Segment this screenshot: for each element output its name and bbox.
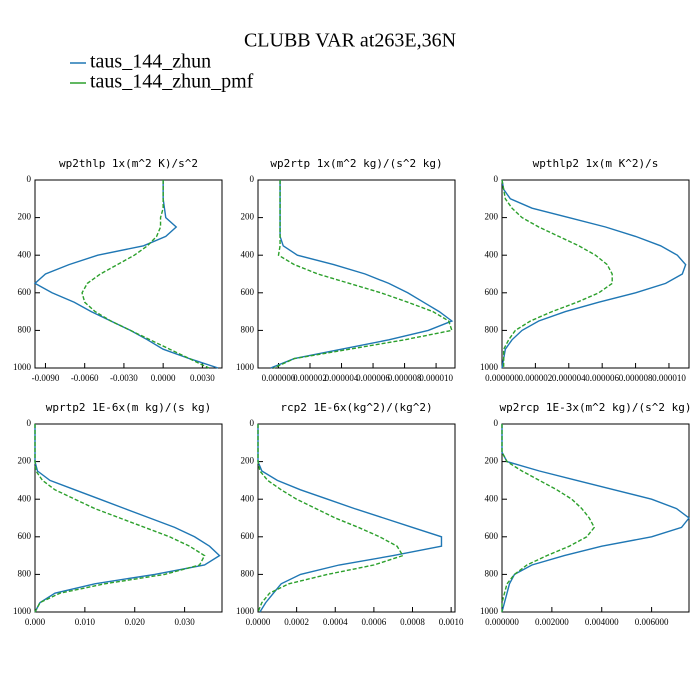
x-tick-label: 0.000004: [325, 373, 359, 383]
x-tick-label: -0.0030: [110, 373, 138, 383]
y-tick-label: 600: [485, 531, 499, 541]
profile-line: [273, 180, 453, 369]
figure-title: CLUBB VAR at263E,36N: [244, 30, 456, 52]
x-tick-label: 0.004000: [585, 617, 619, 627]
profile-line: [501, 179, 687, 369]
y-tick-label: 200: [18, 456, 32, 466]
y-tick-label: 600: [241, 531, 255, 541]
x-tick-label: 0.030: [174, 617, 195, 627]
x-tick-label: 0.0000: [151, 373, 176, 383]
profile-line: [501, 424, 596, 612]
y-tick-label: 0: [250, 174, 255, 184]
panel-title: wp2thlp 1x(m^2 K)/s^2: [59, 157, 198, 170]
panel-title: wp2rcp 1E-3x(m^2 kg)/(s^2 kg): [499, 401, 691, 414]
profile-line: [257, 424, 443, 613]
y-tick-label: 0: [494, 174, 499, 184]
y-tick-label: 600: [241, 287, 255, 297]
y-tick-label: 400: [241, 249, 255, 259]
y-tick-label: 600: [18, 531, 32, 541]
x-tick-label: 0.000006: [585, 373, 619, 383]
y-tick-label: 200: [485, 212, 499, 222]
plot-frame: [257, 179, 456, 369]
panel-title: wp2rtp 1x(m^2 kg)/(s^2 kg): [270, 157, 442, 170]
x-tick-label: 0.000: [25, 617, 46, 627]
y-tick-label: 400: [485, 249, 499, 259]
x-tick-label: -0.0090: [32, 373, 60, 383]
y-tick-label: 0: [27, 174, 32, 184]
x-tick-label: 0.0004: [323, 617, 348, 627]
y-tick-label: 1000: [13, 606, 32, 616]
y-tick-label: 1000: [236, 362, 255, 372]
y-tick-label: 400: [485, 493, 499, 503]
legend-label: taus_144_zhun_pmf: [90, 71, 254, 93]
y-tick-label: 1000: [480, 362, 499, 372]
y-tick-label: 1000: [236, 606, 255, 616]
legend-label: taus_144_zhun: [90, 51, 211, 73]
plot-frame: [501, 423, 690, 613]
x-tick-label: 0.000010: [419, 373, 453, 383]
y-tick-label: 800: [18, 324, 32, 334]
x-tick-label: 0.000000: [485, 373, 519, 383]
y-tick-label: 200: [241, 212, 255, 222]
x-tick-label: 0.002000: [535, 617, 569, 627]
y-tick-label: 400: [241, 493, 255, 503]
x-tick-label: 0.0000: [246, 617, 271, 627]
profile-line: [270, 180, 454, 369]
plot-frame: [501, 179, 690, 369]
y-tick-label: 800: [18, 568, 32, 578]
panel-title: wprtp2 1E-6x(m kg)/(s kg): [46, 401, 212, 414]
y-tick-label: 0: [27, 418, 32, 428]
panel-title: rcp2 1E-6x(kg^2)/(kg^2): [280, 401, 432, 414]
y-tick-label: 600: [485, 287, 499, 297]
profile-line: [501, 179, 613, 368]
profile-line: [34, 424, 206, 613]
x-tick-label: 0.0008: [400, 617, 425, 627]
x-tick-label: 0.0030: [190, 373, 215, 383]
x-tick-label: 0.000006: [356, 373, 390, 383]
x-tick-label: 0.000002: [519, 373, 553, 383]
profile-line: [33, 180, 219, 369]
y-tick-label: 200: [485, 456, 499, 466]
x-tick-label: 0.000000: [262, 373, 296, 383]
x-tick-label: 0.000000: [485, 617, 519, 627]
profile-line: [34, 424, 221, 613]
y-tick-label: 200: [241, 456, 255, 466]
y-tick-label: 800: [485, 324, 499, 334]
y-tick-label: 0: [494, 418, 499, 428]
x-tick-label: 0.000004: [552, 373, 586, 383]
y-tick-label: 600: [18, 287, 32, 297]
x-tick-label: 0.020: [125, 617, 146, 627]
y-tick-label: 200: [18, 212, 32, 222]
x-tick-label: 0.000008: [388, 373, 422, 383]
y-tick-label: 400: [18, 493, 32, 503]
x-tick-label: 0.000008: [619, 373, 653, 383]
x-tick-label: 0.006000: [635, 617, 669, 627]
panel-title: wpthlp2 1x(m K^2)/s: [533, 157, 659, 170]
x-tick-label: 0.0010: [439, 617, 464, 627]
y-tick-label: 1000: [13, 362, 32, 372]
x-tick-label: 0.010: [75, 617, 96, 627]
x-tick-label: 0.0002: [284, 617, 309, 627]
profile-line: [81, 180, 210, 369]
y-tick-label: 400: [18, 249, 32, 259]
plot-frame: [257, 423, 456, 613]
x-tick-label: -0.0060: [71, 373, 99, 383]
y-tick-label: 800: [485, 568, 499, 578]
y-tick-label: 800: [241, 324, 255, 334]
plot-frame: [34, 179, 223, 369]
y-tick-label: 0: [250, 418, 255, 428]
profile-line: [501, 424, 690, 613]
x-tick-label: 0.000002: [293, 373, 327, 383]
profile-line: [257, 424, 404, 613]
x-tick-label: 0.000010: [652, 373, 686, 383]
y-tick-label: 1000: [480, 606, 499, 616]
plot-frame: [34, 423, 223, 613]
y-tick-label: 800: [241, 568, 255, 578]
x-tick-label: 0.0006: [362, 617, 387, 627]
